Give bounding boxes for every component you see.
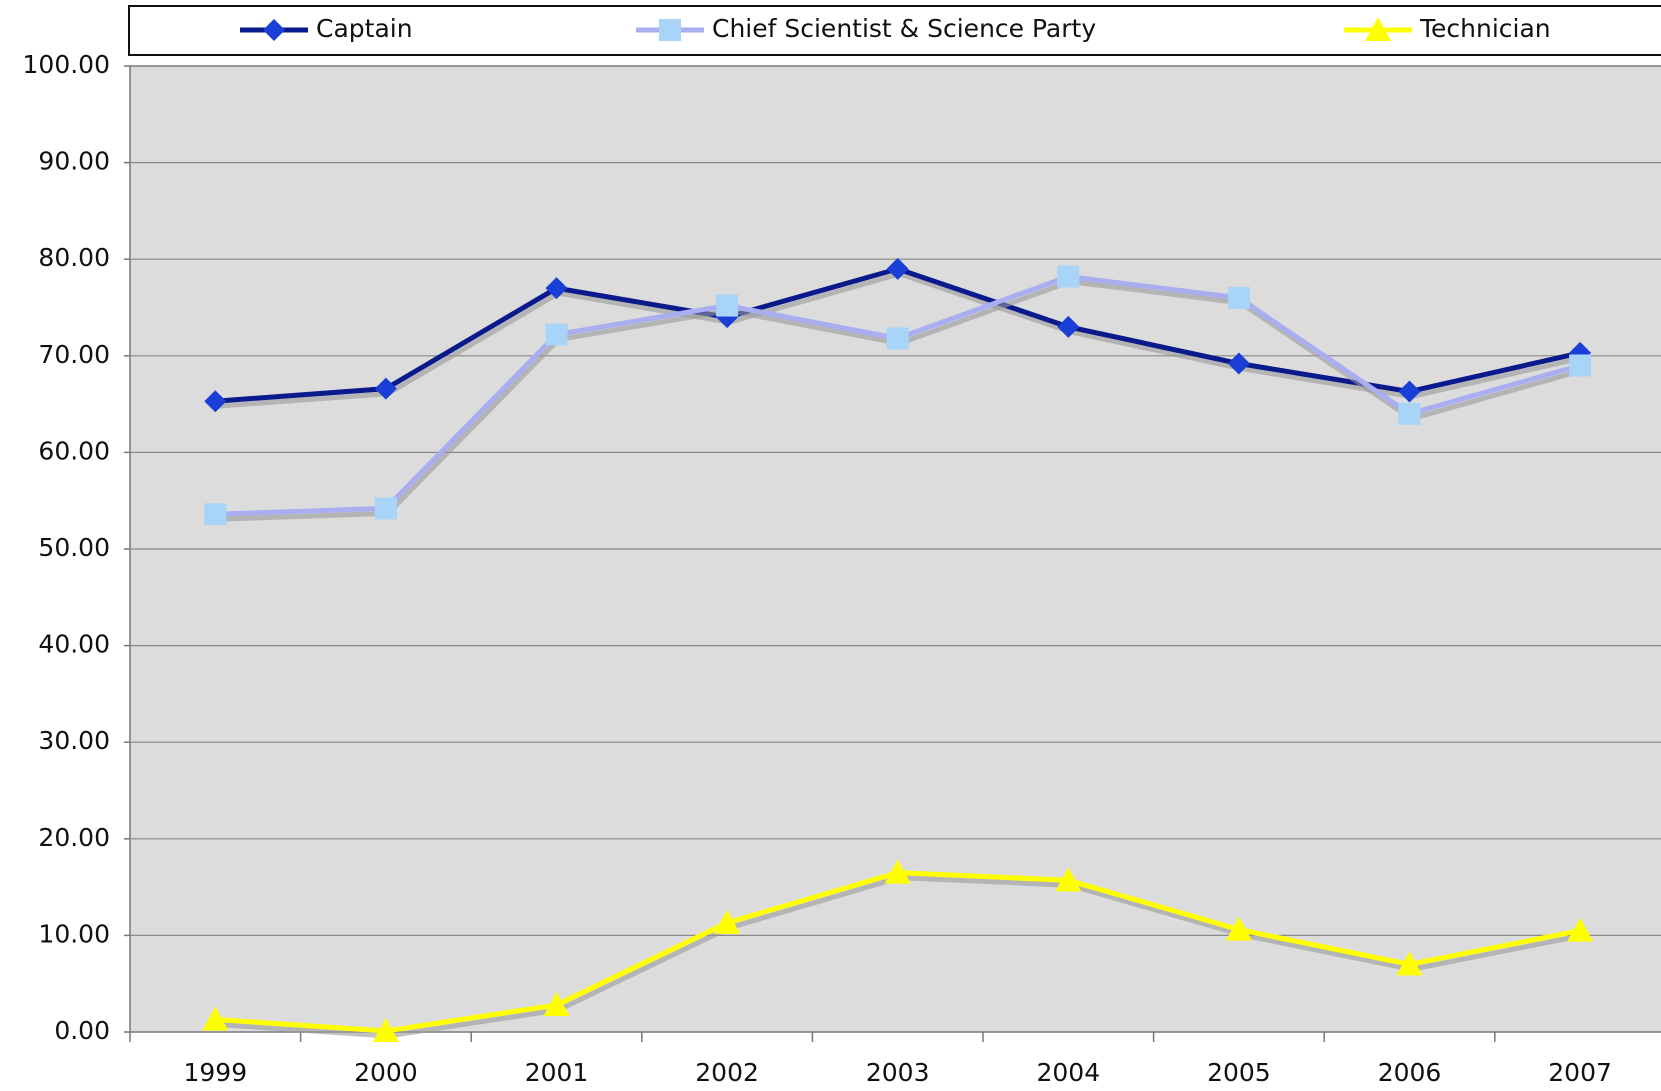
data-point — [204, 503, 227, 526]
data-point — [1057, 315, 1080, 338]
y-tick-label: 30.00 — [38, 726, 110, 755]
data-point — [1398, 402, 1421, 425]
data-point — [1569, 354, 1592, 377]
x-tick-label: 2000 — [354, 1058, 418, 1087]
data-point — [1227, 352, 1250, 375]
x-tick-label: 2003 — [866, 1058, 930, 1087]
data-point — [374, 377, 397, 400]
data-point — [884, 859, 911, 884]
data-point — [204, 390, 227, 413]
y-tick-label: 20.00 — [38, 823, 110, 852]
data-point — [886, 257, 909, 280]
data-point — [372, 1018, 399, 1043]
y-tick-label: 90.00 — [38, 147, 110, 176]
data-point — [1396, 951, 1423, 976]
x-tick-label: 2007 — [1548, 1058, 1612, 1087]
y-tick-label: 80.00 — [38, 243, 110, 272]
y-tick-label: 100.00 — [23, 50, 110, 79]
data-point — [1225, 916, 1252, 941]
x-tick-label: 2006 — [1378, 1058, 1442, 1087]
legend-label: Captain — [316, 14, 413, 43]
y-tick-label: 60.00 — [38, 436, 110, 465]
data-point — [543, 991, 570, 1016]
data-point — [714, 909, 741, 934]
data-point — [1057, 265, 1080, 288]
x-tick-label: 1999 — [183, 1058, 247, 1087]
data-point — [374, 497, 397, 520]
data-point — [1055, 867, 1082, 892]
data-point — [1227, 286, 1250, 309]
legend-label: Chief Scientist & Science Party — [712, 14, 1096, 43]
legend-marker — [263, 19, 285, 41]
data-point — [1567, 917, 1594, 942]
y-tick-label: 70.00 — [38, 340, 110, 369]
x-tick-label: 2005 — [1207, 1058, 1271, 1087]
legend-label: Technician — [1419, 14, 1551, 43]
y-tick-label: 40.00 — [38, 630, 110, 659]
x-tick-label: 2001 — [525, 1058, 589, 1087]
data-point — [545, 277, 568, 300]
data-point — [716, 294, 739, 317]
y-tick-label: 50.00 — [38, 533, 110, 562]
data-point — [202, 1006, 229, 1031]
legend-marker — [1365, 17, 1391, 41]
data-point — [886, 327, 909, 350]
x-tick-label: 2002 — [695, 1058, 759, 1087]
legend-marker — [659, 19, 681, 41]
legend-box — [128, 5, 1661, 56]
x-tick-label: 2004 — [1036, 1058, 1100, 1087]
data-point — [545, 323, 568, 346]
y-tick-label: 10.00 — [38, 919, 110, 948]
y-tick-label: 0.00 — [54, 1016, 110, 1045]
data-point — [1398, 380, 1421, 403]
